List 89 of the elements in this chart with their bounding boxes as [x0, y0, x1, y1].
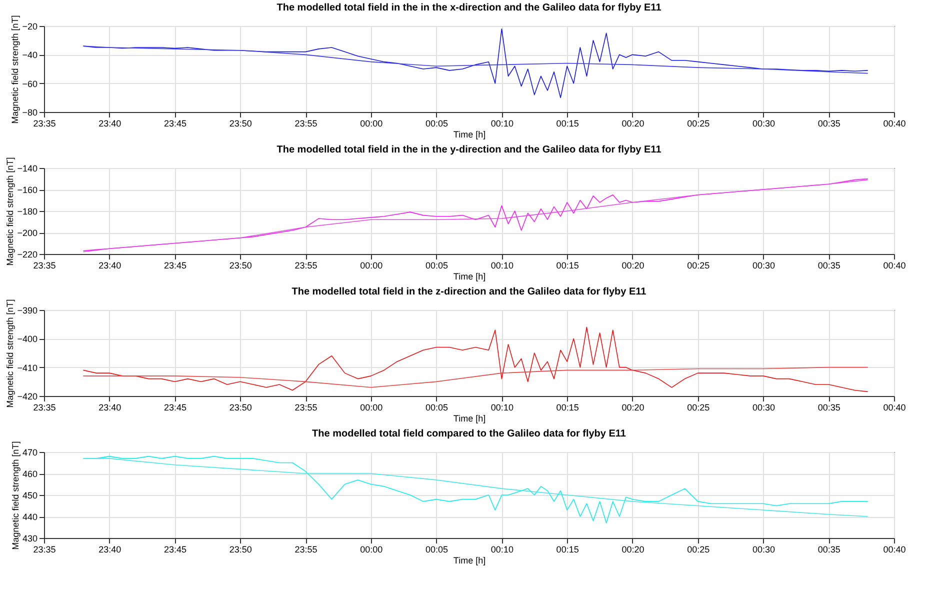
x-axis-title: Time [h]: [453, 414, 486, 424]
x-tick-label: 00:05: [426, 402, 448, 412]
x-tick-label: 00:30: [752, 544, 775, 554]
x-tick-label: 00:35: [818, 118, 840, 128]
x-tick-label: 23:55: [294, 118, 318, 128]
y-tick-label: 470: [22, 448, 38, 458]
x-axis-title: Time [h]: [453, 556, 486, 566]
y-axis-title: Magnetic field strength [nT]: [5, 157, 16, 266]
x-tick-label: 23:35: [33, 402, 56, 412]
x-tick-label: 00:05: [426, 118, 448, 128]
x-tick-label: 23:50: [229, 260, 252, 270]
y-tick-label: −80: [22, 108, 38, 118]
x-tick-label: 00:40: [883, 260, 906, 270]
y-axis-title: Magnetic field strength [nT]: [10, 15, 20, 124]
x-tick-label: 23:55: [294, 402, 318, 412]
x-tick-label: 23:50: [229, 118, 252, 128]
x-tick-label: 23:55: [294, 544, 318, 554]
x-tick-label: 23:35: [33, 260, 56, 270]
x-tick-label: 00:25: [687, 544, 710, 554]
x-tick-label: 00:35: [818, 402, 840, 412]
x-tick-label: 00:05: [426, 544, 448, 554]
x-tick-label: 23:45: [164, 260, 187, 270]
x-tick-label: 00:05: [426, 260, 448, 270]
x-tick-label: 00:25: [687, 118, 710, 128]
y-tick-label: 430: [22, 534, 38, 544]
x-tick-label: 00:20: [622, 118, 644, 128]
y-tick-label: −390: [17, 306, 38, 316]
y-tick-label: −40: [22, 50, 38, 60]
x-tick-label: 23:45: [164, 402, 187, 412]
chart-title: The modelled total field in the in the x-direction and the Galileo data for flyby E11: [276, 2, 662, 14]
y-axis-title: Magnetic field strength [nT]: [5, 299, 16, 408]
x-tick-label: 00:00: [360, 260, 383, 270]
x-tick-label: 00:10: [490, 118, 514, 128]
x-tick-label: 00:15: [556, 260, 579, 270]
line-series: [82, 366, 868, 388]
x-tick-label: 23:50: [229, 402, 252, 412]
x-tick-label: 00:15: [556, 118, 579, 128]
x-tick-label: 23:40: [98, 260, 122, 270]
x-tick-label: 23:40: [98, 402, 122, 412]
x-tick-label: 00:20: [622, 260, 644, 270]
x-tick-label: 00:20: [622, 544, 644, 554]
x-tick-label: 00:40: [883, 118, 906, 128]
line-series: [82, 326, 868, 392]
y-tick-label: 440: [22, 512, 38, 522]
x-tick-label: 00:10: [490, 544, 514, 554]
y-tick-label: −160: [17, 185, 38, 195]
x-tick-label: 00:10: [490, 402, 514, 412]
y-tick-label: −140: [17, 164, 38, 174]
x-tick-label: 00:25: [687, 402, 710, 412]
x-tick-label: 00:40: [883, 544, 906, 554]
x-tick-label: 00:00: [360, 402, 383, 412]
x-tick-label: 00:00: [360, 544, 383, 554]
y-tick-label: −420: [17, 392, 38, 402]
x-tick-label: 23:40: [98, 544, 122, 554]
x-tick-label: 00:35: [818, 544, 840, 554]
x-tick-label: 00:40: [883, 402, 906, 412]
x-tick-label: 00:30: [752, 118, 775, 128]
y-tick-label: −200: [17, 228, 38, 238]
y-tick-label: −20: [22, 22, 38, 32]
x-tick-label: 00:20: [622, 402, 644, 412]
x-tick-label: 00:10: [490, 260, 514, 270]
x-tick-label: 23:40: [98, 118, 122, 128]
x-axis-title: Time [h]: [453, 130, 486, 140]
y-tick-label: −400: [17, 334, 38, 344]
x-tick-label: 00:15: [556, 402, 579, 412]
y-tick-label: −220: [17, 250, 38, 260]
chart-title: The modelled total field in the z-direction and the Galileo data for flyby E11: [292, 286, 647, 298]
line-series: [82, 46, 868, 74]
x-tick-label: 00:30: [752, 260, 775, 270]
y-tick-label: 460: [22, 469, 38, 479]
x-tick-label: 23:45: [164, 118, 187, 128]
y-tick-label: −60: [22, 78, 38, 89]
y-tick-label: 450: [22, 490, 38, 500]
x-tick-label: 23:45: [164, 544, 187, 554]
x-tick-label: 00:25: [687, 260, 710, 270]
x-tick-label: 23:55: [294, 260, 318, 270]
y-tick-label: −180: [17, 206, 38, 216]
x-tick-label: 23:35: [33, 118, 56, 128]
x-tick-label: 00:35: [818, 260, 840, 270]
x-tick-label: 23:50: [229, 544, 252, 554]
chart-title: The modelled total field in the in the y-direction and the Galileo data for flyby E11: [276, 144, 662, 156]
x-tick-label: 00:15: [556, 544, 579, 554]
x-tick-label: 00:00: [360, 118, 383, 128]
x-tick-label: 00:30: [752, 402, 775, 412]
y-tick-label: −410: [17, 362, 38, 373]
y-axis-title: Magnetic field strength [nT]: [10, 441, 20, 550]
chart-title: The modelled total field compared to the Galileo data for flyby E11: [312, 428, 626, 440]
x-axis-title: Time [h]: [453, 272, 486, 282]
x-tick-label: 23:35: [33, 544, 56, 554]
